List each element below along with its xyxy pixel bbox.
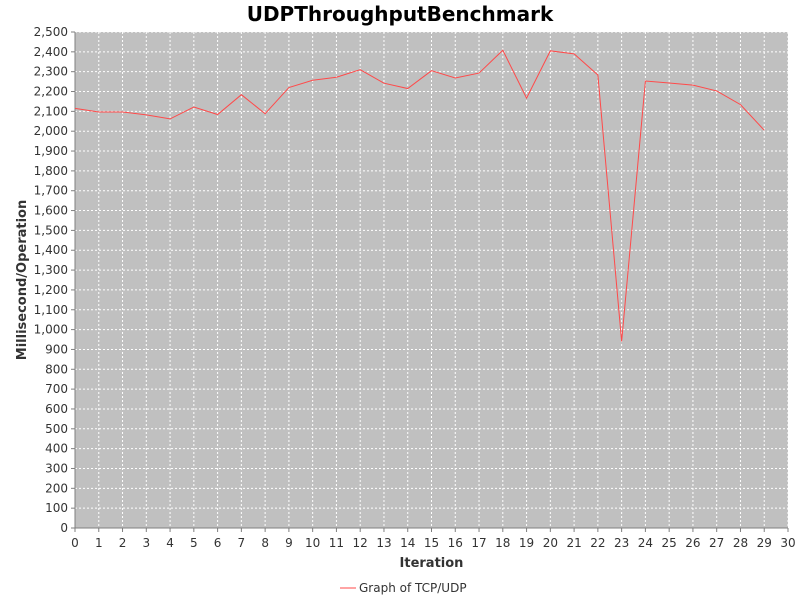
x-tick-label: 21: [566, 536, 581, 550]
y-tick-label: 200: [45, 481, 68, 495]
x-tick-label: 11: [329, 536, 344, 550]
data-point: [668, 81, 671, 84]
data-point: [549, 49, 552, 52]
data-point: [430, 69, 433, 72]
x-tick-label: 19: [519, 536, 534, 550]
y-tick-label: 500: [45, 422, 68, 436]
y-tick-label: 1,900: [34, 144, 68, 158]
data-point: [192, 105, 195, 108]
data-point: [525, 97, 528, 100]
data-point: [596, 74, 599, 77]
data-point: [573, 52, 576, 55]
y-tick-label: 400: [45, 442, 68, 456]
x-tick-label: 7: [238, 536, 246, 550]
legend-label: Graph of TCP/UDP: [359, 581, 467, 595]
x-tick-label: 8: [261, 536, 269, 550]
data-point: [216, 113, 219, 116]
x-tick-label: 24: [638, 536, 653, 550]
data-point: [478, 72, 481, 75]
y-tick-label: 0: [60, 521, 68, 535]
y-tick-label: 600: [45, 402, 68, 416]
data-point: [620, 340, 623, 343]
x-tick-label: 2: [119, 536, 127, 550]
y-tick-label: 1,300: [34, 263, 68, 277]
y-axis-label: Millisecond/Operation: [15, 200, 30, 360]
x-tick-label: 23: [614, 536, 629, 550]
y-tick-label: 2,400: [34, 45, 68, 59]
y-tick-label: 1,000: [34, 323, 68, 337]
y-tick-label: 1,100: [34, 303, 68, 317]
y-tick-label: 1,200: [34, 283, 68, 297]
data-point: [335, 76, 338, 79]
data-point: [311, 79, 314, 82]
y-tick-label: 100: [45, 501, 68, 515]
x-tick-label: 18: [495, 536, 510, 550]
data-point: [382, 82, 385, 85]
x-tick-label: 6: [214, 536, 222, 550]
x-tick-label: 28: [733, 536, 748, 550]
y-tick-label: 2,100: [34, 104, 68, 118]
x-tick-label: 22: [590, 536, 605, 550]
x-tick-label: 17: [471, 536, 486, 550]
y-tick-label: 1,600: [34, 204, 68, 218]
x-tick-label: 16: [448, 536, 463, 550]
x-tick-label: 12: [353, 536, 368, 550]
y-tick-label: 2,500: [34, 25, 68, 39]
x-tick-label: 4: [166, 536, 174, 550]
data-point: [739, 103, 742, 106]
x-tick-label: 20: [543, 536, 558, 550]
data-point: [501, 49, 504, 52]
data-point: [74, 107, 77, 110]
x-tick-label: 1: [95, 536, 103, 550]
x-tick-label: 26: [685, 536, 700, 550]
chart-title: UDPThroughputBenchmark: [246, 2, 554, 26]
x-tick-label: 29: [757, 536, 772, 550]
data-point: [145, 113, 148, 116]
data-point: [454, 77, 457, 80]
x-tick-label: 5: [190, 536, 198, 550]
y-tick-label: 2,200: [34, 85, 68, 99]
x-tick-label: 0: [71, 536, 79, 550]
data-point: [287, 86, 290, 89]
data-point: [121, 110, 124, 113]
x-tick-label: 15: [424, 536, 439, 550]
data-point: [644, 80, 647, 83]
data-point: [169, 117, 172, 120]
data-point: [97, 110, 100, 113]
y-tick-label: 900: [45, 342, 68, 356]
data-point: [763, 129, 766, 132]
data-point: [715, 89, 718, 92]
y-tick-label: 2,000: [34, 124, 68, 138]
x-tick-label: 13: [376, 536, 391, 550]
data-point: [240, 93, 243, 96]
x-tick-label: 27: [709, 536, 724, 550]
y-tick-label: 1,700: [34, 184, 68, 198]
x-tick-label: 10: [305, 536, 320, 550]
x-axis-label: Iteration: [400, 556, 464, 571]
x-tick-label: 3: [142, 536, 150, 550]
x-tick-label: 25: [662, 536, 677, 550]
y-tick-label: 700: [45, 382, 68, 396]
data-point: [406, 87, 409, 90]
y-tick-label: 1,800: [34, 164, 68, 178]
y-tick-label: 300: [45, 461, 68, 475]
data-point: [359, 68, 362, 71]
y-tick-label: 1,500: [34, 223, 68, 237]
y-tick-label: 800: [45, 362, 68, 376]
data-point: [264, 112, 267, 115]
y-tick-label: 2,300: [34, 65, 68, 79]
y-tick-label: 1,400: [34, 243, 68, 257]
series-line: [74, 49, 765, 342]
x-tick-label: 14: [400, 536, 415, 550]
data-point: [691, 84, 694, 87]
x-tick-label: 9: [285, 536, 293, 550]
x-tick-label: 30: [780, 536, 795, 550]
